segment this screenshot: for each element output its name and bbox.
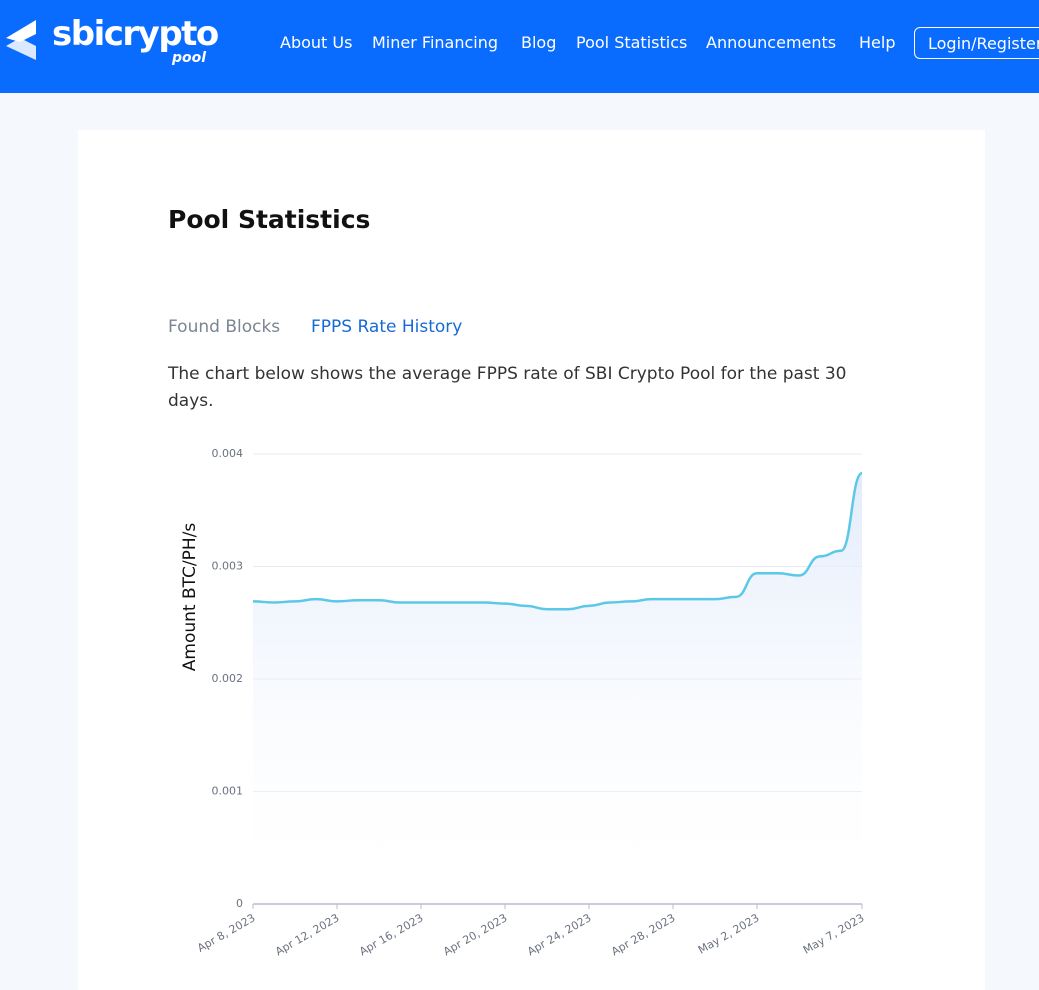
tab-active[interactable]: FPPS Rate History <box>311 317 463 337</box>
x-tick-label: Apr 8, 2023 <box>195 911 257 955</box>
nav-link[interactable]: Pool Statistics <box>576 33 688 52</box>
nav-link[interactable]: Miner Financing <box>372 33 499 52</box>
nav-link[interactable]: Help <box>859 33 896 52</box>
tab[interactable]: Found Blocks <box>168 317 281 337</box>
x-tick-label: May 2, 2023 <box>696 911 762 956</box>
x-tick-label: May 7, 2023 <box>801 911 867 956</box>
x-tick-label: Apr 20, 2023 <box>441 911 509 958</box>
y-tick-label: 0 <box>236 897 243 910</box>
y-tick-label: 0.002 <box>212 672 244 685</box>
description: The chart below shows the average FPPS r… <box>168 364 847 411</box>
nav-link[interactable]: Announcements <box>706 33 837 52</box>
line <box>252 471 864 611</box>
area-fill <box>253 473 862 904</box>
y-tick-label: 0.003 <box>212 560 244 573</box>
logo[interactable]: sbicrypto <box>52 14 219 54</box>
navbar: sbicrypto pool About Us Miner Financing … <box>0 0 1039 93</box>
x-tick-label: Apr 12, 2023 <box>273 911 341 958</box>
y-tick-label: 0.004 <box>212 447 244 460</box>
page-title: Pool Statistics <box>168 205 371 234</box>
nav-link[interactable]: Blog <box>521 33 557 52</box>
y-tick-label: 0.001 <box>212 785 244 798</box>
logo-sub: pool <box>172 50 207 66</box>
nav-link[interactable]: About Us <box>280 33 353 52</box>
x-tick-label: Apr 24, 2023 <box>525 911 593 958</box>
login-button[interactable]: Login/Register <box>914 27 1039 59</box>
logo-icon <box>6 20 36 60</box>
y-axis-label: Amount BTC/PH/s <box>180 523 200 672</box>
x-tick-label: Apr 28, 2023 <box>609 911 677 958</box>
x-tick-label: Apr 16, 2023 <box>357 911 425 958</box>
